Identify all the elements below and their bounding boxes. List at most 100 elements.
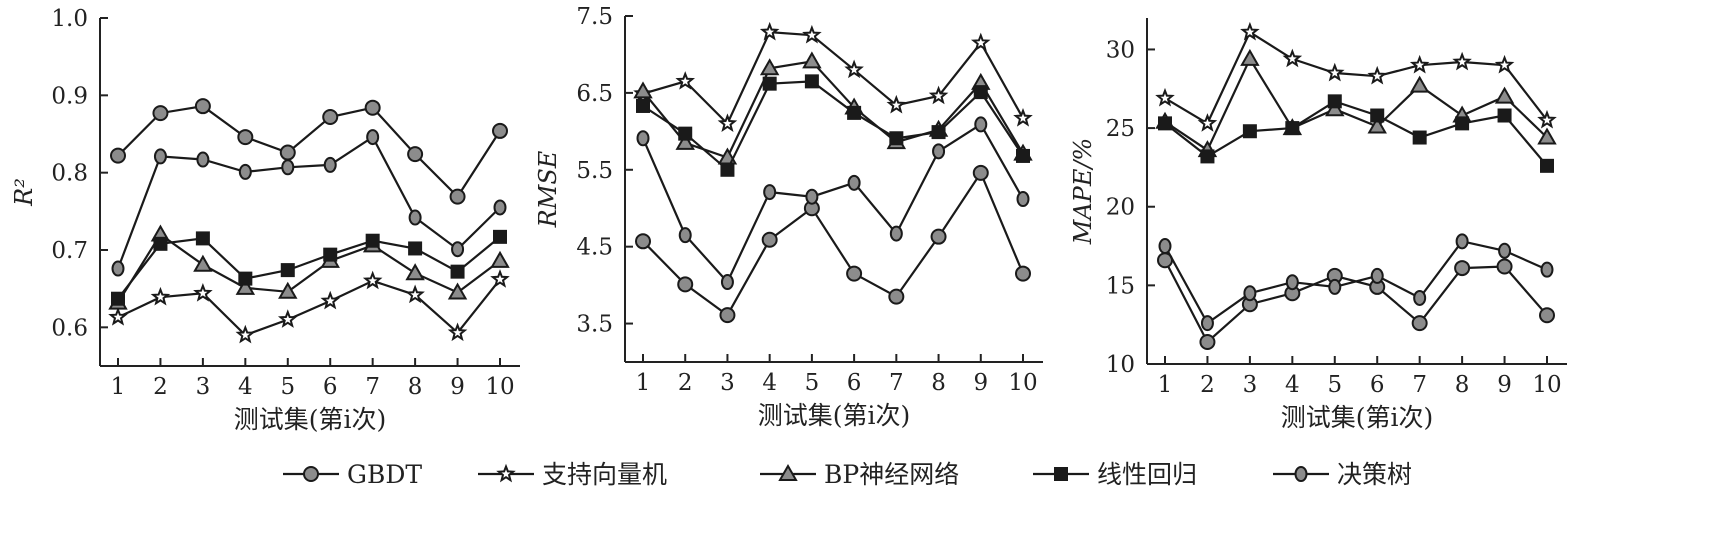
data-point: [490, 250, 510, 268]
data-point: [277, 309, 298, 328]
data-point: [678, 227, 692, 244]
data-point: [238, 271, 253, 286]
data-point: [365, 233, 380, 248]
data-point: [1240, 48, 1260, 66]
series-line: [117, 278, 501, 337]
data-point: [717, 113, 738, 132]
x-tick-label: 10: [485, 374, 514, 400]
y-tick-label: 30: [1106, 37, 1135, 63]
x-tick-label: 5: [1327, 372, 1342, 398]
x-tick-label: 9: [973, 370, 988, 396]
data-point: [1537, 127, 1557, 145]
legend-marker: [303, 466, 319, 482]
data-point: [1240, 21, 1260, 41]
data-point: [1015, 265, 1031, 282]
panel-3: 10 15 20 25 30 1 2 3 4 5 6 7 8 9 10 测试集(第i次) MAPE/%: [1069, 18, 1567, 432]
x-tick-label: 8: [1455, 372, 1470, 398]
y-tick-label: 0.6: [51, 315, 88, 341]
series-4: [1158, 233, 1554, 332]
data-point: [762, 76, 777, 91]
legend-marker: [496, 463, 516, 483]
series-line: [642, 30, 1024, 126]
data-point: [323, 247, 338, 262]
data-point: [1370, 267, 1384, 284]
data-point: [761, 231, 778, 248]
x-tick-label: 2: [153, 374, 168, 400]
data-point: [1412, 130, 1427, 145]
y-tick-label: 0.9: [51, 83, 88, 109]
data-point: [1200, 315, 1214, 332]
x-tick-label: 3: [720, 370, 735, 396]
data-point: [322, 108, 339, 125]
y-tick-label: 20: [1106, 195, 1135, 221]
legend-label: 决策树: [1337, 460, 1412, 489]
data-point: [1324, 62, 1345, 82]
series-0: [635, 164, 1031, 324]
legend-item: 线性回归: [1033, 460, 1197, 489]
data-point: [1243, 285, 1257, 302]
data-point: [635, 233, 651, 250]
data-point: [1496, 258, 1513, 275]
data-point: [408, 209, 422, 226]
data-point: [1367, 116, 1387, 134]
data-point: [973, 85, 988, 100]
data-point: [1454, 260, 1471, 277]
y-axis-label: MAPE/%: [1069, 138, 1097, 245]
series-line: [642, 60, 1024, 159]
y-tick-label: 15: [1106, 273, 1135, 299]
data-point: [279, 144, 296, 161]
data-point: [1411, 315, 1428, 332]
legend-label: GBDT: [347, 460, 422, 489]
x-tick-label: 9: [450, 374, 465, 400]
x-tick-label: 10: [1532, 372, 1561, 398]
series-line: [1164, 259, 1548, 344]
y-tick-label: 10: [1106, 352, 1135, 378]
data-point: [1537, 109, 1557, 129]
data-point: [932, 143, 946, 160]
data-point: [1494, 86, 1515, 104]
data-point: [1285, 274, 1299, 291]
x-tick-label: 7: [889, 370, 904, 396]
x-tick-label: 2: [678, 370, 693, 396]
y-tick-label: 3.5: [576, 312, 613, 338]
data-point: [1497, 108, 1512, 123]
data-point: [720, 274, 734, 291]
data-point: [1158, 116, 1172, 131]
data-point: [675, 71, 696, 90]
data-point: [111, 291, 125, 306]
data-point: [280, 263, 295, 278]
data-point: [1539, 307, 1555, 324]
x-tick-label: 6: [323, 374, 338, 400]
series-0: [110, 98, 508, 205]
series-line: [1164, 56, 1548, 152]
x-tick-label: 4: [238, 374, 253, 400]
data-point: [1452, 51, 1472, 71]
series-3: [111, 229, 507, 306]
series-line: [116, 135, 501, 269]
data-point: [278, 281, 298, 299]
data-point: [150, 286, 171, 306]
x-axis-label: 测试集(第i次): [234, 405, 387, 434]
x-tick-label: 8: [931, 370, 946, 396]
x-tick-label: 7: [365, 374, 380, 400]
data-point: [1242, 124, 1257, 139]
data-point: [636, 130, 650, 147]
legend: GBDT 支持向量机 BP神经网络 线性回归 决策树: [283, 460, 1412, 489]
data-point: [1455, 116, 1470, 131]
data-point: [889, 131, 904, 146]
data-point: [1367, 65, 1388, 85]
data-point: [759, 21, 780, 41]
x-tick-label: 3: [196, 374, 211, 400]
data-point: [235, 324, 256, 344]
y-tick-label: 1.0: [51, 6, 88, 32]
data-point: [763, 184, 777, 201]
data-point: [1540, 158, 1554, 173]
x-tick-label: 5: [280, 374, 295, 400]
data-point: [447, 322, 468, 342]
data-point: [1013, 107, 1033, 127]
x-tick-label: 8: [408, 374, 423, 400]
legend-label: 线性回归: [1097, 460, 1197, 489]
data-point: [931, 125, 946, 140]
